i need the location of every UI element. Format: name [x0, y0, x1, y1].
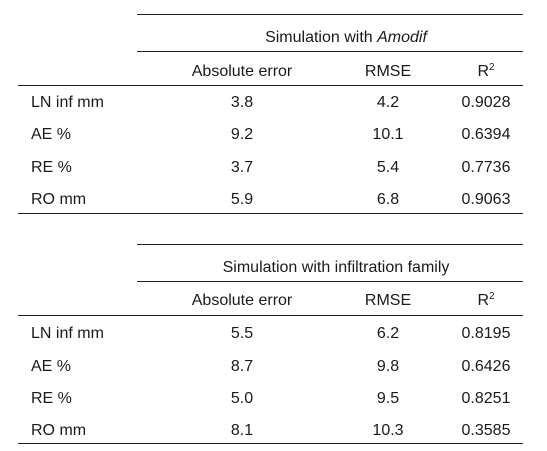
row-label: RO mm [31, 191, 87, 208]
title-rule [137, 281, 523, 282]
column-header-r-squared: R2 [477, 62, 495, 81]
table-bottom-rule [18, 443, 523, 444]
table-title: Simulation with infiltration family [222, 259, 450, 276]
table-top-rule [137, 244, 523, 245]
row-label: AE % [31, 126, 72, 143]
cell-r-squared: 0.9028 [461, 94, 511, 111]
table-bottom-rule [18, 213, 523, 214]
cell-rmse: 9.8 [376, 358, 400, 375]
cell-r-squared: 0.6394 [461, 126, 511, 143]
title-rule [137, 51, 523, 52]
row-label: LN inf mm [31, 325, 104, 342]
header-rule [18, 315, 523, 316]
cell-rmse: 10.3 [372, 422, 404, 439]
cell-r-squared: 0.9063 [461, 191, 511, 208]
column-header-absolute-error: Absolute error [191, 63, 293, 80]
cell-rmse: 4.2 [376, 94, 400, 111]
table-top-rule [137, 14, 523, 15]
column-header-rmse: RMSE [364, 63, 412, 80]
table-title-emphasis: Amodif [377, 29, 427, 46]
cell-absolute-error: 9.2 [230, 126, 254, 143]
cell-absolute-error: 5.5 [230, 325, 254, 342]
column-header-r-squared: R2 [477, 291, 495, 310]
cell-rmse: 5.4 [376, 159, 400, 176]
cell-rmse: 10.1 [372, 126, 404, 143]
cell-r-squared: 0.8251 [461, 390, 511, 407]
row-label: RO mm [31, 422, 87, 439]
cell-rmse: 6.2 [376, 325, 400, 342]
cell-absolute-error: 3.7 [230, 159, 254, 176]
cell-rmse: 9.5 [376, 390, 400, 407]
cell-r-squared: 0.8195 [461, 325, 511, 342]
cell-rmse: 6.8 [376, 191, 400, 208]
row-label: RE % [31, 390, 72, 407]
cell-absolute-error: 8.1 [230, 422, 254, 439]
cell-absolute-error: 3.8 [230, 94, 254, 111]
cell-r-squared: 0.6426 [461, 358, 511, 375]
cell-absolute-error: 5.0 [230, 390, 254, 407]
cell-r-squared: 0.3585 [461, 422, 511, 439]
column-header-rmse: RMSE [364, 292, 412, 309]
column-header-absolute-error: Absolute error [191, 292, 293, 309]
table-title: Simulation with Amodif [265, 29, 427, 46]
row-label: LN inf mm [31, 94, 104, 111]
cell-absolute-error: 5.9 [230, 191, 254, 208]
row-label: AE % [31, 358, 72, 375]
cell-r-squared: 0.7736 [461, 159, 511, 176]
header-rule [18, 85, 523, 86]
cell-absolute-error: 8.7 [230, 358, 254, 375]
row-label: RE % [31, 159, 72, 176]
